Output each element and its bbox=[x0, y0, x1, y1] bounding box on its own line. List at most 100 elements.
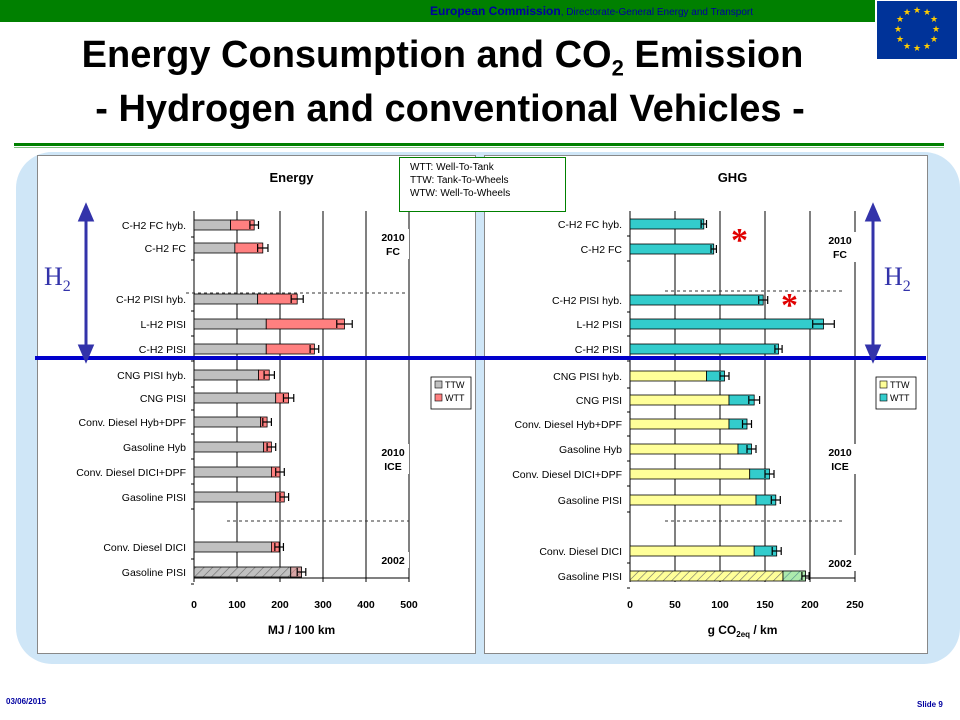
chart-title: Energy bbox=[269, 170, 314, 185]
h2-right-arrow bbox=[864, 202, 882, 364]
group-label: FC bbox=[386, 246, 400, 258]
asterisk-marker-fc: * bbox=[731, 222, 748, 259]
title-divider bbox=[14, 143, 944, 146]
category-label: C-H2 PISI hyb. bbox=[552, 295, 622, 307]
legend-label-ttw: TTW bbox=[445, 380, 465, 390]
svg-text:★: ★ bbox=[930, 35, 938, 45]
group-label: 2010 bbox=[828, 447, 852, 459]
x-tick-label: 400 bbox=[357, 599, 375, 611]
abbreviation-legend: WTT: Well-To-Tank TTW: Tank-To-Wheels WT… bbox=[399, 157, 566, 212]
category-label: Conv. Diesel DICI+DPF bbox=[76, 467, 186, 479]
x-tick-label: 300 bbox=[314, 599, 332, 611]
legend-swatch-wtt bbox=[434, 393, 443, 402]
h2-label-right: H2 bbox=[884, 262, 911, 296]
h2-label-left: H2 bbox=[44, 262, 71, 296]
category-label: Gasoline PISI bbox=[558, 571, 622, 583]
category-label: Conv. Diesel DICI bbox=[539, 546, 622, 558]
category-label: C-H2 PISI hyb. bbox=[116, 294, 186, 306]
category-label: Conv. Diesel Hyb+DPF bbox=[515, 419, 622, 431]
group-label-bg bbox=[377, 552, 409, 568]
slide-number: Slide 9 bbox=[917, 700, 943, 709]
category-label: C-H2 FC hyb. bbox=[122, 220, 186, 232]
category-label: C-H2 PISI bbox=[139, 344, 186, 356]
group-label: 2010 bbox=[381, 232, 405, 244]
group-label-bg bbox=[377, 444, 409, 474]
x-tick-label: 250 bbox=[846, 599, 864, 611]
h2-left-arrow bbox=[77, 202, 95, 364]
group-label: 2002 bbox=[381, 555, 405, 567]
svg-text:★: ★ bbox=[932, 25, 940, 35]
category-label: Gasoline PISI bbox=[558, 495, 622, 507]
ghg-chart-svg: GHG 0 50 100 150 200 250 g CO2eq / km C-H2 FC hy… bbox=[512, 170, 917, 639]
category-label: CNG PISI hyb. bbox=[117, 370, 186, 382]
category-label: Gasoline PISI bbox=[122, 567, 186, 579]
group-label: 2010 bbox=[381, 447, 405, 459]
svg-text:★: ★ bbox=[903, 8, 911, 18]
page-title: Energy Consumption and CO2 Emission bbox=[81, 34, 804, 81]
group-label-bg bbox=[824, 555, 856, 571]
energy-chart: Energy 0 100 200 300 400 500 MJ / 100 km C-H2 FC… bbox=[37, 155, 476, 654]
category-label: CNG PISI hyb. bbox=[553, 371, 622, 383]
group-label-bg bbox=[824, 232, 856, 262]
legend-wtw: WTW: Well-To-Wheels bbox=[410, 188, 511, 199]
organization-name: European Commission, Directorate-General… bbox=[430, 4, 754, 18]
eu-flag-logo: ★ ★ ★ ★ ★ ★ ★ ★ ★ ★ ★ ★ bbox=[877, 1, 957, 59]
x-tick-label: 200 bbox=[801, 599, 819, 611]
category-label: L-H2 PISI bbox=[140, 319, 186, 331]
group-label: ICE bbox=[384, 461, 402, 473]
page-subtitle: - Hydrogen and conventional Vehicles - bbox=[95, 88, 805, 130]
category-label: C-H2 FC hyb. bbox=[558, 219, 622, 231]
category-label: Conv. Diesel DICI bbox=[103, 542, 186, 554]
svg-text:★: ★ bbox=[903, 42, 911, 52]
legend-wtt: WTT: Well-To-Tank bbox=[410, 162, 494, 173]
category-label: CNG PISI bbox=[140, 393, 186, 405]
svg-text:★: ★ bbox=[896, 35, 904, 45]
svg-text:★: ★ bbox=[923, 8, 931, 18]
x-tick-label: 0 bbox=[627, 599, 633, 611]
x-axis-label: g CO2eq / km bbox=[708, 623, 778, 639]
legend-label-wtt: WTT bbox=[890, 393, 910, 403]
category-label: Conv. Diesel Hyb+DPF bbox=[79, 417, 186, 429]
group-label: 2010 bbox=[828, 235, 852, 247]
x-tick-label: 100 bbox=[228, 599, 246, 611]
category-label: C-H2 FC bbox=[145, 243, 187, 255]
legend-label-ttw: TTW bbox=[890, 380, 910, 390]
title-divider-shadow bbox=[14, 147, 944, 148]
header-bar bbox=[0, 0, 875, 22]
svg-text:★: ★ bbox=[923, 42, 931, 52]
x-tick-label: 50 bbox=[669, 599, 681, 611]
category-label: CNG PISI bbox=[576, 395, 622, 407]
legend-swatch-ttw bbox=[879, 380, 888, 389]
category-label: Gasoline Hyb bbox=[123, 442, 186, 454]
chart-title: GHG bbox=[718, 170, 748, 185]
footer-date: 03/06/2015 bbox=[6, 697, 47, 706]
category-label: C-H2 PISI bbox=[575, 344, 622, 356]
legend-swatch-ttw bbox=[434, 380, 443, 389]
group-label-bg bbox=[824, 444, 856, 474]
svg-text:★: ★ bbox=[930, 15, 938, 25]
svg-text:★: ★ bbox=[913, 6, 921, 16]
category-label: C-H2 FC bbox=[581, 244, 623, 256]
group-label-bg bbox=[377, 229, 409, 259]
svg-text:★: ★ bbox=[913, 44, 921, 54]
energy-chart-svg: Energy 0 100 200 300 400 500 MJ / 100 km C-H2 FC… bbox=[76, 170, 472, 637]
x-axis-label: MJ / 100 km bbox=[268, 623, 335, 637]
legend-swatch-wtt bbox=[879, 393, 888, 402]
x-tick-label: 0 bbox=[191, 599, 197, 611]
legend-ttw: TTW: Tank-To-Wheels bbox=[410, 175, 509, 186]
svg-text:★: ★ bbox=[896, 15, 904, 25]
x-tick-label: 100 bbox=[711, 599, 729, 611]
svg-text:★: ★ bbox=[894, 25, 902, 35]
category-label: Gasoline Hyb bbox=[559, 444, 622, 456]
x-tick-label: 200 bbox=[271, 599, 289, 611]
x-tick-label: 500 bbox=[400, 599, 418, 611]
group-label: FC bbox=[833, 249, 847, 261]
group-label: 2002 bbox=[828, 558, 852, 570]
category-label: L-H2 PISI bbox=[576, 319, 622, 331]
group-label: ICE bbox=[831, 461, 849, 473]
category-label: Gasoline PISI bbox=[122, 492, 186, 504]
ghg-chart: GHG 0 50 100 150 200 250 g CO2eq / km C-H2 FC hy… bbox=[484, 155, 928, 654]
category-label: Conv. Diesel DICI+DPF bbox=[512, 469, 622, 481]
asterisk-marker-pisi: * bbox=[781, 287, 798, 324]
